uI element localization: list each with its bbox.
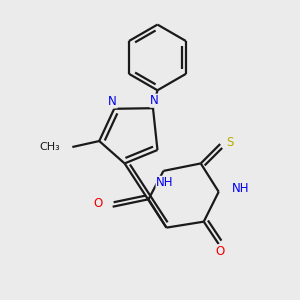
Text: NH: NH: [232, 182, 250, 195]
Text: CH₃: CH₃: [40, 142, 60, 152]
Text: N: N: [150, 94, 159, 107]
Text: N: N: [108, 95, 117, 108]
Text: S: S: [226, 136, 233, 149]
Text: NH: NH: [156, 176, 174, 189]
Text: O: O: [215, 245, 225, 258]
Text: O: O: [93, 197, 102, 210]
